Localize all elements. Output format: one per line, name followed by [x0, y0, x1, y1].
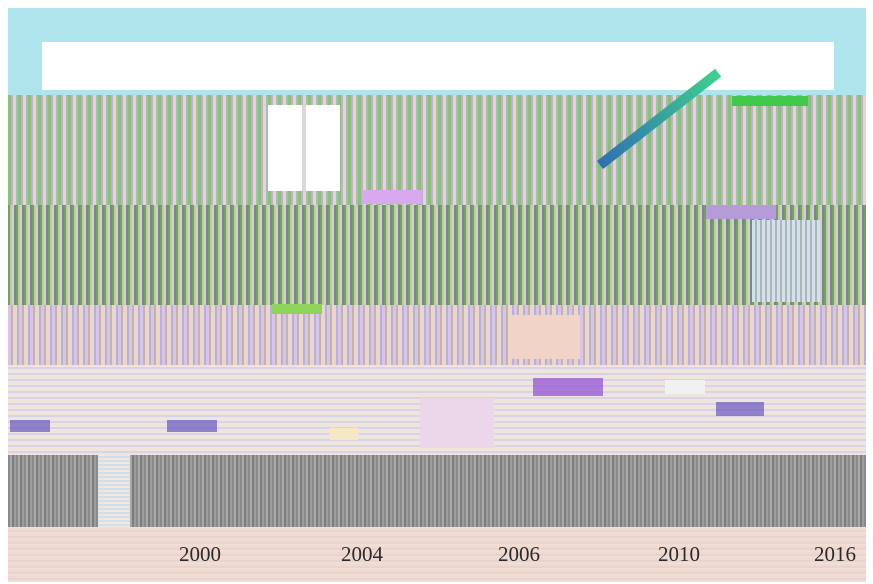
accent-block [167, 420, 217, 432]
accent-block [272, 304, 322, 314]
white-block [268, 105, 340, 191]
timeline-year: 2010 [658, 542, 700, 566]
accent-block [732, 96, 808, 106]
timeline-bar [8, 527, 866, 582]
timeline-year: 2004 [341, 542, 383, 566]
accent-block [533, 378, 603, 396]
image-band-2 [8, 205, 866, 305]
accent-block [10, 420, 50, 432]
accent-block [752, 220, 820, 302]
accent-block [330, 428, 358, 440]
image-band-1 [8, 95, 866, 205]
accent-block [665, 380, 705, 394]
accent-block [716, 402, 764, 416]
timeline-year: 2000 [179, 542, 221, 566]
header-panel [42, 42, 834, 90]
accent-block [510, 315, 580, 359]
timeline-year: 2016 [814, 542, 856, 566]
image-band-3 [8, 305, 866, 365]
timeline-year: 2006 [498, 542, 540, 566]
accent-block [362, 190, 422, 204]
accent-block [706, 205, 776, 219]
accent-block [420, 398, 494, 448]
image-band-5 [8, 455, 866, 527]
